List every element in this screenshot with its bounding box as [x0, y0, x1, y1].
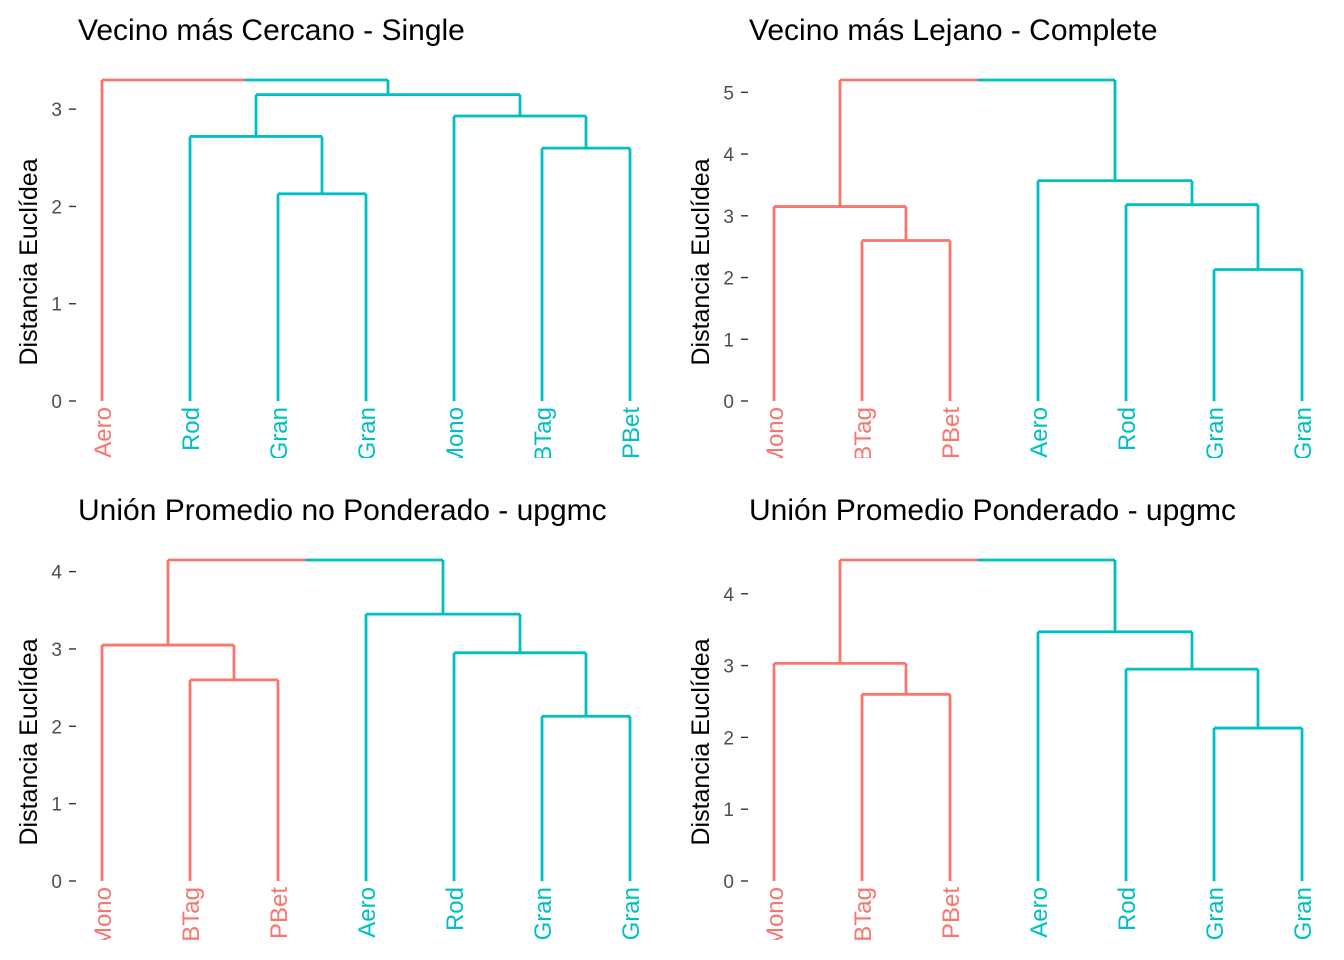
- dendrogram-panel-weighted: Unión Promedio Ponderado - upgmc Distanc…: [687, 494, 1317, 947]
- leaf-label: BTag: [850, 407, 877, 462]
- y-tick-label: 3: [723, 657, 734, 678]
- y-tick-label: 2: [723, 728, 734, 749]
- leaf-label: Aero: [90, 407, 117, 458]
- leaf-label: Gran: [1290, 407, 1317, 460]
- y-tick-label: 3: [723, 207, 734, 228]
- y-axis-label: Distancia Euclídea: [15, 638, 43, 845]
- leaf-labels: Mono BTag PBet Aero Rod Gran Gran: [90, 887, 645, 947]
- y-axis-label: Distancia Euclídea: [687, 158, 715, 365]
- y-tick-label: 4: [723, 145, 734, 166]
- leaf-label: Mono: [762, 887, 789, 947]
- leaf-label: Aero: [1026, 407, 1053, 458]
- y-tick-label: 0: [51, 872, 62, 893]
- leaf-label: Rod: [442, 887, 469, 931]
- y-axis-ticks: 0 1 2 3 4: [51, 563, 76, 893]
- y-tick-label: 1: [723, 330, 734, 351]
- leaf-label: Gran: [1202, 407, 1229, 460]
- leaf-labels: Aero Rod Gran Gran Mono BTag PBet: [90, 407, 645, 467]
- leaf-label: PBet: [618, 407, 645, 459]
- y-tick-label: 5: [723, 83, 734, 104]
- y-tick-label: 2: [723, 269, 734, 290]
- y-tick-label: 1: [723, 800, 734, 821]
- leaf-label: PBet: [938, 887, 965, 939]
- leaf-label: Gran: [1290, 887, 1317, 940]
- leaf-label: Gran: [1202, 887, 1229, 940]
- leaf-label: Mono: [90, 887, 117, 947]
- dendrogram-branches: [100, 78, 632, 401]
- leaf-label: BTag: [530, 407, 557, 462]
- y-tick-label: 3: [51, 640, 62, 661]
- leaf-label: Aero: [1026, 887, 1053, 938]
- leaf-label: PBet: [266, 887, 293, 939]
- y-tick-label: 3: [51, 100, 62, 121]
- y-tick-label: 2: [51, 197, 62, 218]
- leaf-labels: Mono BTag PBet Aero Rod Gran Gran: [762, 407, 1317, 467]
- y-tick-label: 0: [723, 392, 734, 413]
- leaf-label: Gran: [266, 407, 293, 460]
- dendrogram-panel-unweighted: Unión Promedio no Ponderado - upgmc Dist…: [15, 494, 645, 947]
- y-axis-label: Distancia Euclídea: [15, 158, 43, 365]
- y-axis-ticks: 0 1 2 3 4 5: [723, 83, 748, 413]
- dendrogram-branches: [772, 558, 1304, 881]
- panel-title: Unión Promedio no Ponderado - upgmc: [78, 494, 607, 527]
- leaf-label: Rod: [1114, 407, 1141, 451]
- leaf-label: Gran: [618, 887, 645, 940]
- leaf-label: Rod: [1114, 887, 1141, 931]
- y-tick-label: 0: [51, 392, 62, 413]
- y-axis-ticks: 0 1 2 3 4: [723, 585, 748, 893]
- dendrogram-branches: [772, 78, 1304, 401]
- dendrogram-branches: [100, 558, 632, 881]
- leaf-label: Mono: [762, 407, 789, 467]
- leaf-label: Gran: [530, 887, 557, 940]
- y-tick-label: 0: [723, 872, 734, 893]
- leaf-label: Gran: [354, 407, 381, 460]
- y-axis-ticks: 0 1 2 3: [51, 100, 76, 413]
- y-tick-label: 2: [51, 717, 62, 738]
- leaf-label: Aero: [354, 887, 381, 938]
- y-axis-label: Distancia Euclídea: [687, 638, 715, 845]
- leaf-labels: Mono BTag PBet Aero Rod Gran Gran: [762, 887, 1317, 947]
- y-tick-label: 1: [51, 795, 62, 816]
- panel-title: Vecino más Lejano - Complete: [749, 14, 1158, 47]
- leaf-label: Mono: [442, 407, 469, 467]
- leaf-label: PBet: [938, 407, 965, 459]
- leaf-label: Rod: [178, 407, 205, 451]
- leaf-label: BTag: [178, 887, 205, 942]
- panel-title: Unión Promedio Ponderado - upgmc: [749, 494, 1236, 527]
- leaf-label: BTag: [850, 887, 877, 942]
- dendrogram-panel-complete: Vecino más Lejano - Complete Distancia E…: [687, 14, 1317, 467]
- panel-title: Vecino más Cercano - Single: [78, 14, 465, 47]
- y-tick-label: 1: [51, 295, 62, 316]
- dendrogram-panel-single: Vecino más Cercano - Single Distancia Eu…: [15, 14, 645, 467]
- y-tick-label: 4: [51, 563, 62, 584]
- y-tick-label: 4: [723, 585, 734, 606]
